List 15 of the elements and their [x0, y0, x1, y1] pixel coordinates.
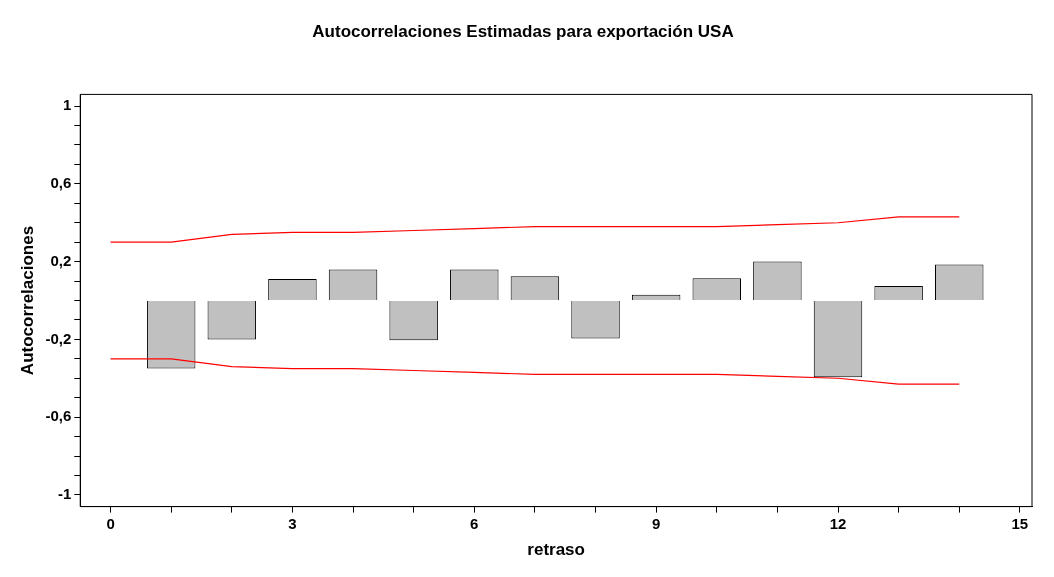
x-tick-label: 3 [288, 514, 297, 532]
x-tick-label: 15 [1011, 514, 1029, 532]
y-tick-label: -1 [57, 485, 72, 503]
chart-title: Autocorrelaciones Estimadas para exportación USA [312, 21, 734, 41]
y-tick-label: -0,2 [45, 329, 72, 347]
x-tick-label: 0 [106, 514, 115, 532]
y-tick-label: 1 [62, 96, 72, 114]
y-axis-title: Autocorrelaciones [17, 225, 37, 376]
x-tick-label: 9 [651, 514, 661, 532]
x-axis-title: retraso [527, 540, 585, 560]
y-tick-label: 0,6 [50, 173, 72, 191]
x-tick-label: 12 [829, 514, 847, 532]
y-tick-label: -0,6 [45, 407, 72, 425]
y-tick-label: 0,2 [50, 251, 72, 269]
x-tick-label: 6 [470, 514, 479, 532]
